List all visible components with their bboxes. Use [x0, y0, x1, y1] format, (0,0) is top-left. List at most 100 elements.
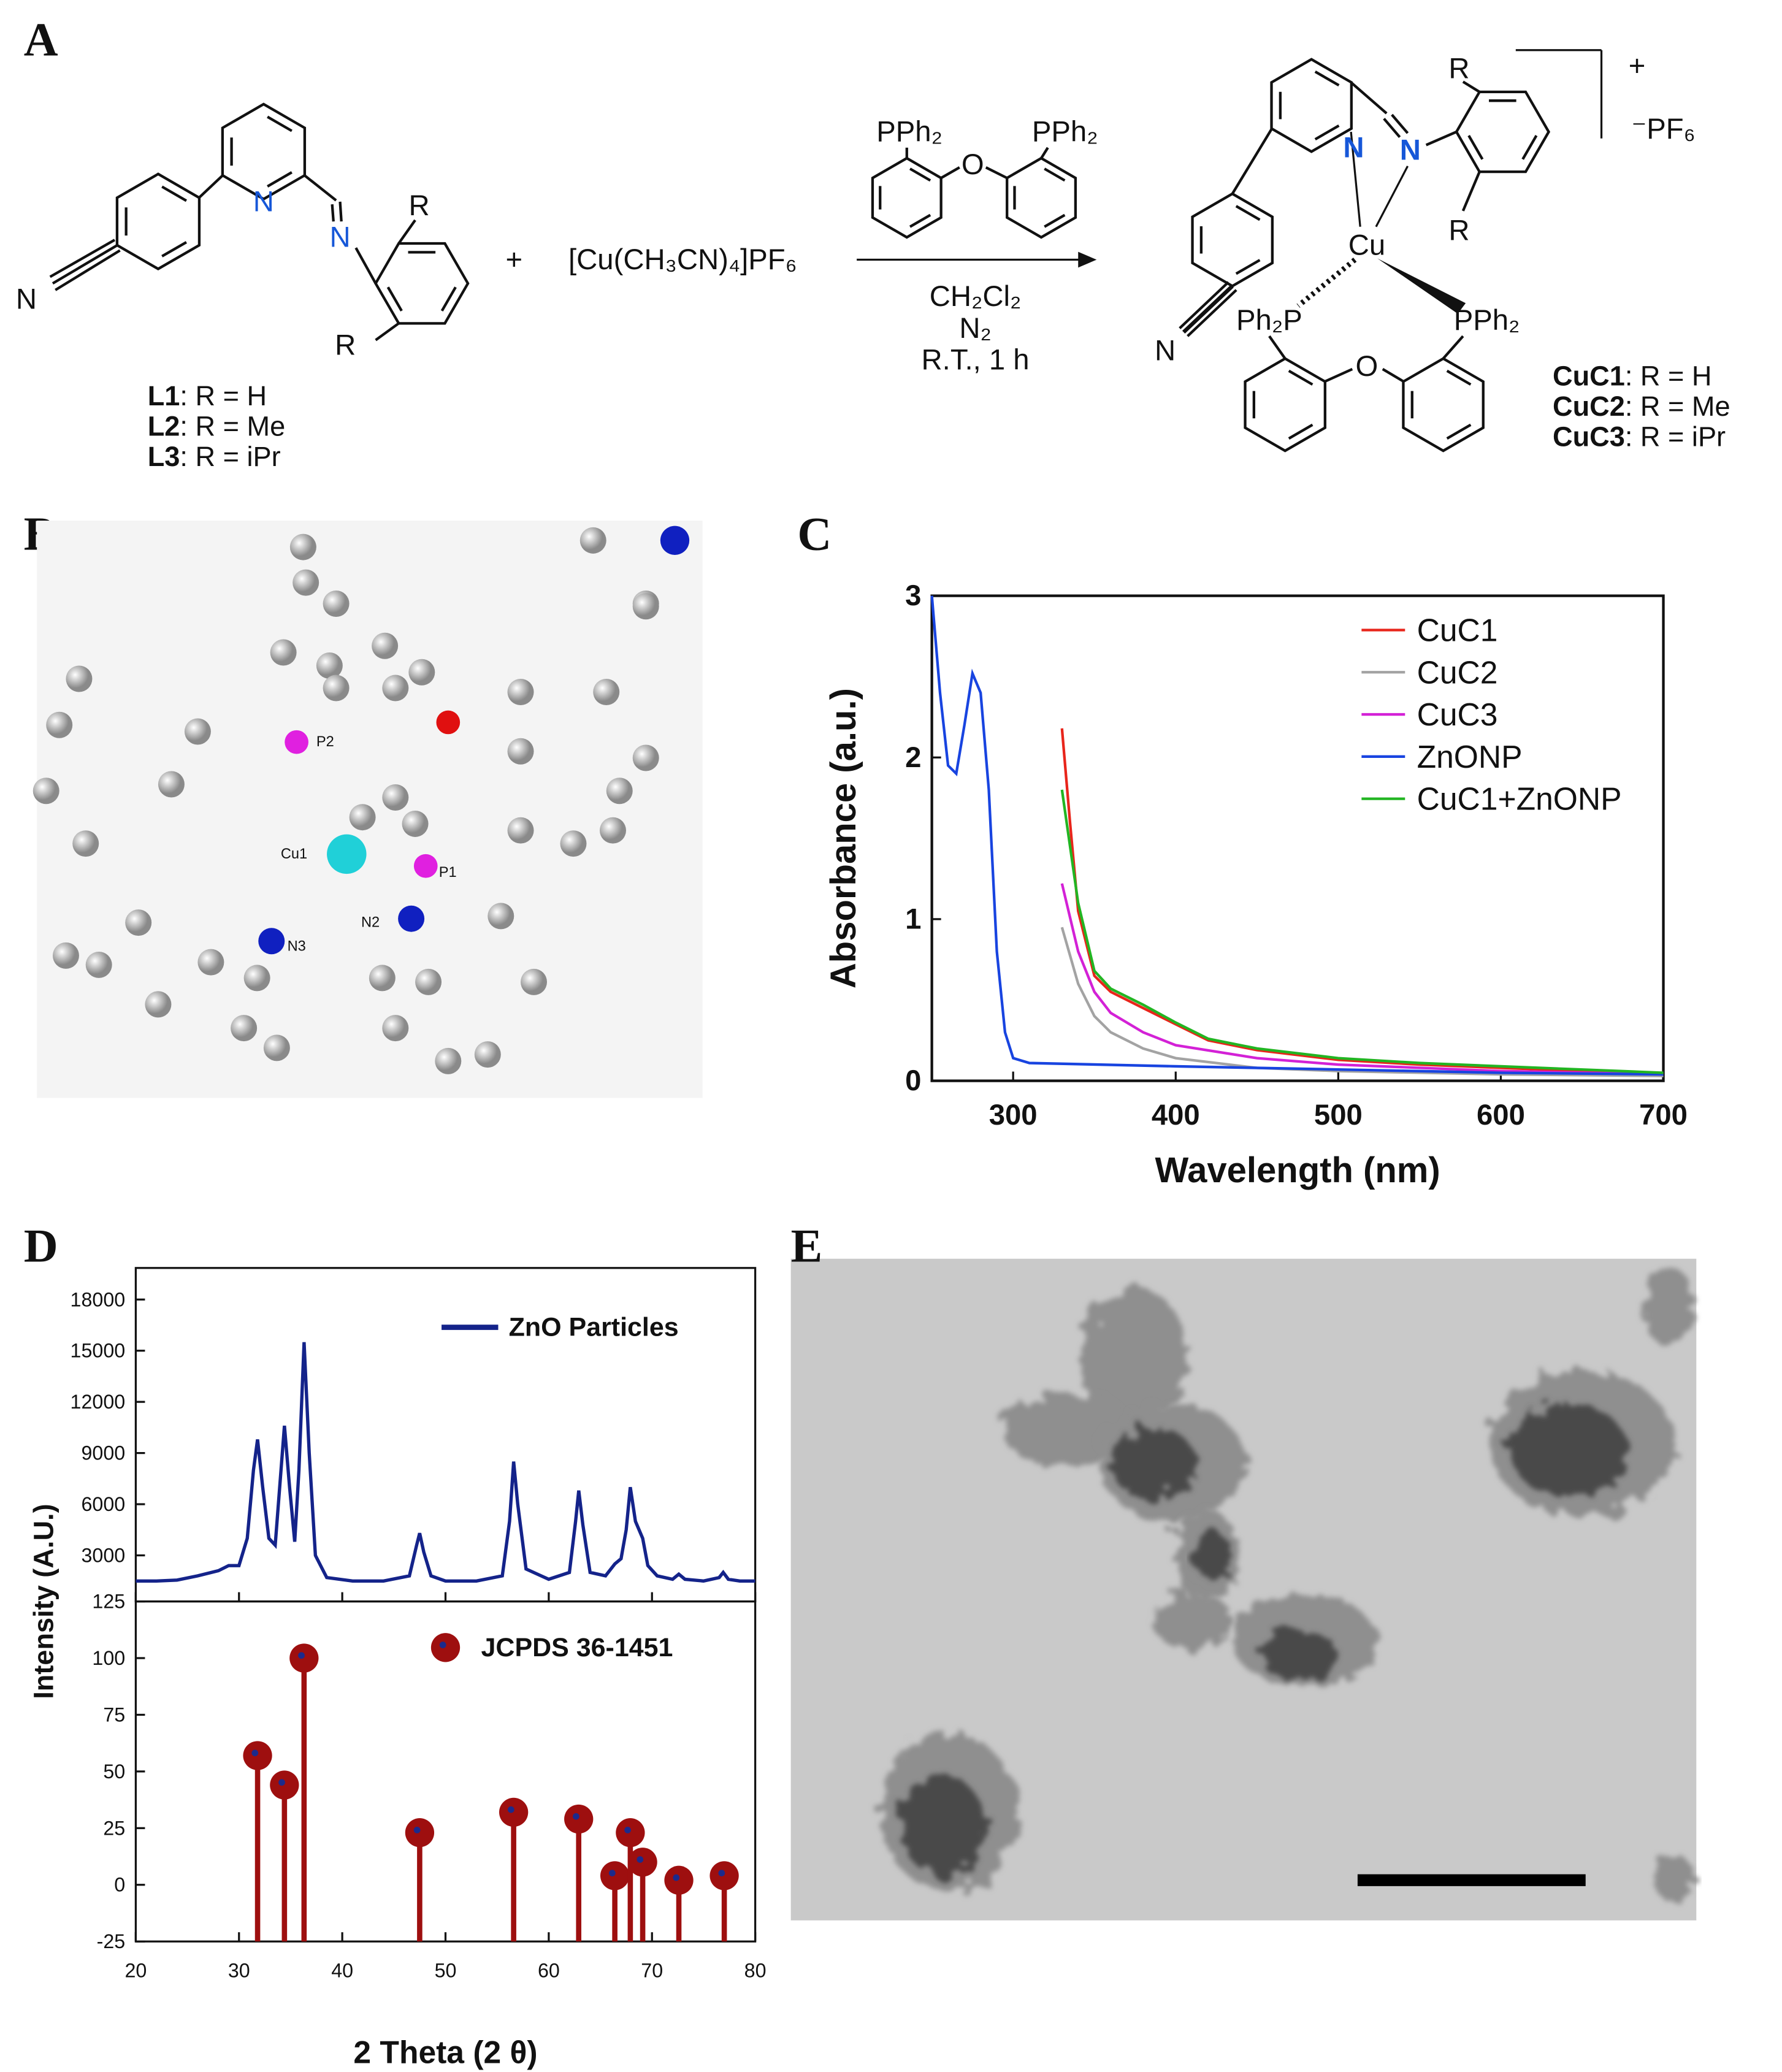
bond: [386, 286, 403, 312]
carbon-atom: [507, 738, 534, 765]
compound-label: L1: R = H: [148, 380, 267, 411]
carbon-atom: [507, 679, 534, 705]
carbon-atom: [289, 533, 316, 560]
x-tick-label: 70: [641, 1959, 663, 1981]
x-tick-label: 700: [1639, 1099, 1688, 1131]
atom-label: P2: [316, 734, 334, 750]
bond: [1044, 167, 1066, 182]
x-axis-label: 2 Theta (2 θ): [353, 2035, 537, 2070]
carbon-atom: [408, 659, 435, 686]
atom-label: P1: [439, 865, 457, 881]
condition: R.T., 1 h: [922, 343, 1030, 376]
layout: [44, 49, 1697, 1921]
bond: [52, 244, 118, 285]
x-tick-label: 20: [124, 1959, 147, 1981]
atom-label: R: [335, 329, 356, 362]
bond: [1182, 285, 1234, 334]
bond: [331, 204, 335, 222]
x-axis-label: Wavelength (nm): [1155, 1150, 1440, 1190]
carbon-atom: [158, 771, 185, 798]
bond: [940, 166, 960, 180]
compound-label: CuC3: R = iPr: [1553, 421, 1726, 452]
compound-desc: : R = Me: [180, 410, 285, 442]
compound-id: CuC3: [1553, 421, 1625, 452]
y-tick-label: 3000: [81, 1544, 125, 1566]
bond: [1040, 147, 1049, 159]
bond: [1462, 80, 1480, 93]
carbon-atom: [415, 968, 442, 995]
bond: [1391, 113, 1409, 134]
compound-label: L3: R = iPr: [148, 440, 281, 472]
atom-label: PPh₂: [876, 116, 943, 148]
stem-marker: [709, 1861, 739, 1890]
bond: [1382, 368, 1405, 383]
wedge-bond: [1377, 258, 1466, 314]
atom-label: N: [1343, 131, 1364, 164]
bond: [1314, 70, 1340, 87]
y-tick-label: 25: [103, 1817, 125, 1839]
bond: [1324, 367, 1353, 383]
marker-center: [278, 1779, 285, 1786]
condition: CH₂Cl₂: [930, 280, 1022, 313]
carbon-atom: [85, 951, 112, 978]
x-tick-label: 400: [1152, 1099, 1200, 1131]
carbon-atom: [382, 784, 409, 811]
bond: [354, 247, 377, 285]
bond: [1235, 205, 1261, 221]
legend-label: CuC3: [1417, 697, 1498, 732]
particle: [900, 1775, 985, 1876]
carbon-atom: [316, 652, 343, 679]
particle: [1654, 1854, 1694, 1902]
y-tick-label: 3: [905, 579, 921, 612]
y-tick-label: 125: [92, 1591, 125, 1613]
ring: [115, 172, 201, 271]
compound-id: CuC1: [1553, 360, 1625, 391]
ring: [374, 242, 470, 325]
stem-marker: [564, 1804, 594, 1834]
stem-marker: [600, 1861, 630, 1890]
particle: [1001, 1393, 1134, 1467]
compound-label: CuC1: R = H: [1553, 360, 1712, 391]
carbon-atom: [488, 903, 514, 930]
ring: [1270, 58, 1353, 153]
x-tick-label: 30: [228, 1959, 250, 1981]
y-tick-label: 100: [92, 1647, 125, 1669]
bond: [909, 167, 931, 182]
carbon-atom: [593, 679, 620, 705]
bond: [1288, 423, 1314, 440]
x-tick-label: 60: [538, 1959, 560, 1981]
bond: [1314, 124, 1340, 141]
x-tick-label: 300: [989, 1099, 1038, 1131]
carbon-atom: [46, 711, 73, 738]
atom-label: Ph₂P: [1236, 304, 1302, 337]
atom-label: Cu1: [281, 846, 307, 862]
atom-label: N: [253, 185, 274, 218]
carbon-atom: [402, 810, 429, 837]
marker-center: [251, 1749, 259, 1757]
series-line: [1060, 927, 1664, 1077]
hetero-atom: [660, 526, 690, 555]
carbon-atom: [579, 527, 606, 554]
series-line: [930, 595, 1664, 1076]
bond: [161, 241, 188, 258]
compound-desc: : R = H: [1625, 360, 1712, 391]
carbon-atom: [369, 965, 396, 992]
bond: [985, 166, 1008, 180]
ring: [1244, 357, 1326, 453]
particle: [1509, 1404, 1628, 1496]
ring: [221, 102, 307, 201]
marker-center: [624, 1827, 631, 1833]
bond: [49, 239, 116, 278]
atom-label: N: [1155, 334, 1176, 367]
compound-desc: : R = iPr: [1625, 421, 1726, 452]
carbon-atom: [507, 817, 534, 844]
marker-center: [439, 1642, 446, 1648]
ring: [871, 156, 943, 239]
legend-label: ZnO Particles: [509, 1313, 679, 1342]
carbon-atom: [231, 1015, 258, 1042]
hetero-atom: [436, 710, 461, 735]
carbon-atom: [474, 1041, 501, 1068]
atom-label: N: [1400, 134, 1421, 167]
particle: [1153, 1592, 1233, 1651]
